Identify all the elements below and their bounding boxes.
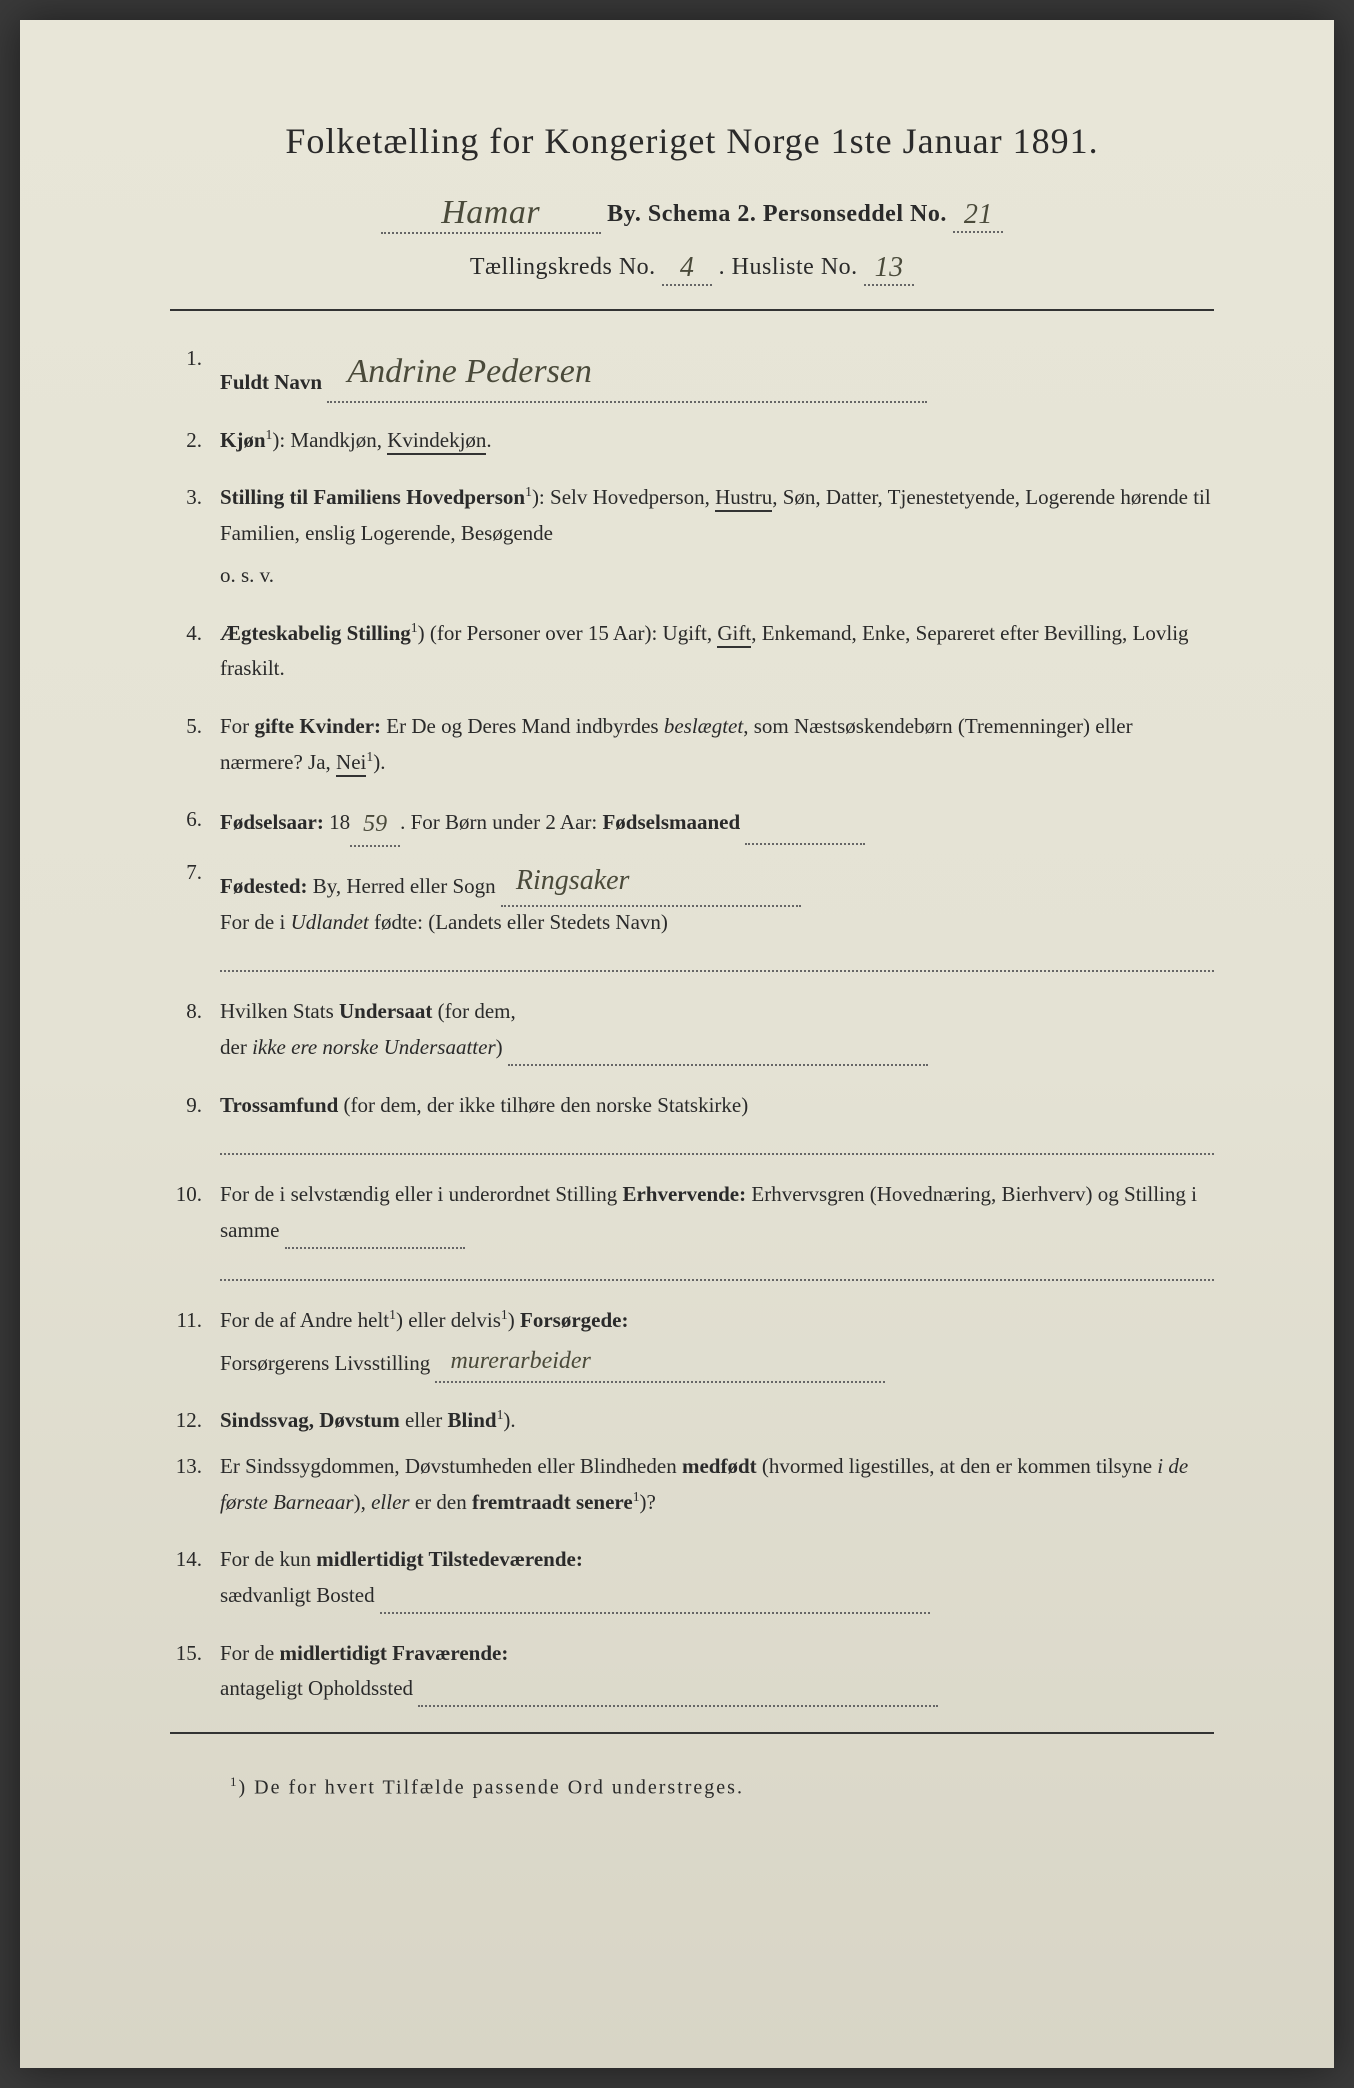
- item-7: 7. Fødested: By, Herred eller Sogn Rings…: [170, 855, 1214, 972]
- item-body: Stilling til Familiens Hovedperson1): Se…: [220, 480, 1214, 593]
- blank-field: [380, 1612, 930, 1614]
- city-field: Hamar: [381, 194, 601, 234]
- husliste-label: . Husliste No.: [719, 254, 858, 280]
- kreds-label: Tællingskreds No.: [470, 254, 656, 280]
- item-body: Fødselsaar: 1859. For Børn under 2 Aar: …: [220, 802, 1214, 845]
- label: Kjøn: [220, 428, 266, 452]
- blank-line: [220, 1133, 1214, 1155]
- divider-bottom: [170, 1732, 1214, 1734]
- item-num: 12.: [170, 1403, 220, 1439]
- husliste-no: 13: [864, 252, 914, 286]
- item-num: 13.: [170, 1449, 220, 1520]
- personseddel-no: 21: [953, 199, 1003, 233]
- item-num: 10.: [170, 1177, 220, 1280]
- item-3: 3. Stilling til Familiens Hovedperson1):…: [170, 480, 1214, 593]
- item-num: 7.: [170, 855, 220, 972]
- item-4: 4. Ægteskabelig Stilling1) (for Personer…: [170, 616, 1214, 687]
- item-num: 2.: [170, 423, 220, 459]
- underlined-value: Kvindekjøn: [387, 428, 486, 455]
- footnote-text: ) De for hvert Tilfælde passende Ord und…: [239, 1777, 744, 1799]
- item-num: 3.: [170, 480, 220, 593]
- schema-label: By. Schema 2. Personseddel No.: [607, 201, 947, 227]
- line2: Forsørgerens Livsstilling murerarbeider: [220, 1339, 1214, 1382]
- item-body: Er Sindssygdommen, Døvstumheden eller Bl…: [220, 1449, 1214, 1520]
- page-title: Folketælling for Kongeriget Norge 1ste J…: [170, 120, 1214, 162]
- item-body: For de midlertidigt Fraværende: antageli…: [220, 1636, 1214, 1707]
- line2: For de i Udlandet fødte: (Landets eller …: [220, 905, 1214, 941]
- birth-year: 59: [350, 804, 400, 847]
- label: Fødested:: [220, 874, 308, 898]
- osv: o. s. v.: [220, 558, 1214, 594]
- item-num: 8.: [170, 994, 220, 1065]
- item-8: 8. Hvilken Stats Undersaat (for dem, der…: [170, 994, 1214, 1065]
- item-body: For de af Andre helt1) eller delvis1) Fo…: [220, 1303, 1214, 1381]
- item-num: 6.: [170, 802, 220, 845]
- item-2: 2. Kjøn1): Mandkjøn, Kvindekjøn.: [170, 423, 1214, 459]
- birth-month-field: [745, 843, 865, 845]
- subtitle-line-1: Hamar By. Schema 2. Personseddel No. 21: [170, 192, 1214, 232]
- footnote: 1) De for hvert Tilfælde passende Ord un…: [170, 1774, 1214, 1800]
- blank-field: [418, 1705, 938, 1707]
- blank-field: [285, 1247, 465, 1249]
- item-15: 15. For de midlertidigt Fraværende: anta…: [170, 1636, 1214, 1707]
- label: Ægteskabelig Stilling: [220, 621, 411, 645]
- line2: antageligt Opholdssted: [220, 1671, 1214, 1707]
- census-form-page: Folketælling for Kongeriget Norge 1ste J…: [20, 20, 1334, 2068]
- item-6: 6. Fødselsaar: 1859. For Børn under 2 Aa…: [170, 802, 1214, 845]
- item-body: Hvilken Stats Undersaat (for dem, der ik…: [220, 994, 1214, 1065]
- item-14: 14. For de kun midlertidigt Tilstedevære…: [170, 1542, 1214, 1613]
- item-body: Sindssvag, Døvstum eller Blind1).: [220, 1403, 1214, 1439]
- item-10: 10. For de i selvstændig eller i underor…: [170, 1177, 1214, 1280]
- item-num: 14.: [170, 1542, 220, 1613]
- item-num: 4.: [170, 616, 220, 687]
- birthplace-value: Ringsaker: [501, 857, 801, 907]
- item-body: For de i selvstændig eller i underordnet…: [220, 1177, 1214, 1280]
- line2: sædvanligt Bosted: [220, 1578, 1214, 1614]
- blank-line: [220, 1259, 1214, 1281]
- item-body: For gifte Kvinder: Er De og Deres Mand i…: [220, 709, 1214, 780]
- blank-field: [508, 1064, 928, 1066]
- name-value: Andrine Pedersen: [327, 343, 927, 403]
- form-items: 1. Fuldt Navn Andrine Pedersen 2. Kjøn1)…: [170, 341, 1214, 1707]
- line2: der ikke ere norske Undersaatter): [220, 1030, 1214, 1066]
- underlined-value: Hustru: [715, 485, 772, 512]
- item-13: 13. Er Sindssygdommen, Døvstumheden elle…: [170, 1449, 1214, 1520]
- label: Fødselsaar:: [220, 810, 324, 834]
- item-9: 9. Trossamfund (for dem, der ikke tilhør…: [170, 1088, 1214, 1156]
- item-body: Kjøn1): Mandkjøn, Kvindekjøn.: [220, 423, 1214, 459]
- underlined-value: Nei: [336, 750, 366, 777]
- item-body: Trossamfund (for dem, der ikke tilhøre d…: [220, 1088, 1214, 1156]
- label: Trossamfund: [220, 1093, 338, 1117]
- item-num: 15.: [170, 1636, 220, 1707]
- underlined-value: Gift: [717, 621, 751, 648]
- item-body: Fødested: By, Herred eller Sogn Ringsake…: [220, 855, 1214, 972]
- item-body: Ægteskabelig Stilling1) (for Personer ov…: [220, 616, 1214, 687]
- provider-value: murerarbeider: [435, 1341, 885, 1384]
- footnote-sup: 1: [230, 1774, 239, 1789]
- item-5: 5. For gifte Kvinder: Er De og Deres Man…: [170, 709, 1214, 780]
- label: Fuldt Navn: [220, 370, 322, 394]
- item-body: Fuldt Navn Andrine Pedersen: [220, 341, 1214, 401]
- item-body: For de kun midlertidigt Tilstedeværende:…: [220, 1542, 1214, 1613]
- rest: ): Mandkjøn,: [272, 428, 387, 452]
- blank-line: [220, 950, 1214, 972]
- subtitle-line-2: Tællingskreds No. 4 . Husliste No. 13: [170, 250, 1214, 284]
- label: Stilling til Familiens Hovedperson: [220, 485, 525, 509]
- item-1: 1. Fuldt Navn Andrine Pedersen: [170, 341, 1214, 401]
- item-num: 9.: [170, 1088, 220, 1156]
- item-num: 1.: [170, 341, 220, 401]
- item-12: 12. Sindssvag, Døvstum eller Blind1).: [170, 1403, 1214, 1439]
- item-11: 11. For de af Andre helt1) eller delvis1…: [170, 1303, 1214, 1381]
- item-num: 11.: [170, 1303, 220, 1381]
- kreds-no: 4: [662, 252, 712, 286]
- item-num: 5.: [170, 709, 220, 780]
- divider-top: [170, 309, 1214, 311]
